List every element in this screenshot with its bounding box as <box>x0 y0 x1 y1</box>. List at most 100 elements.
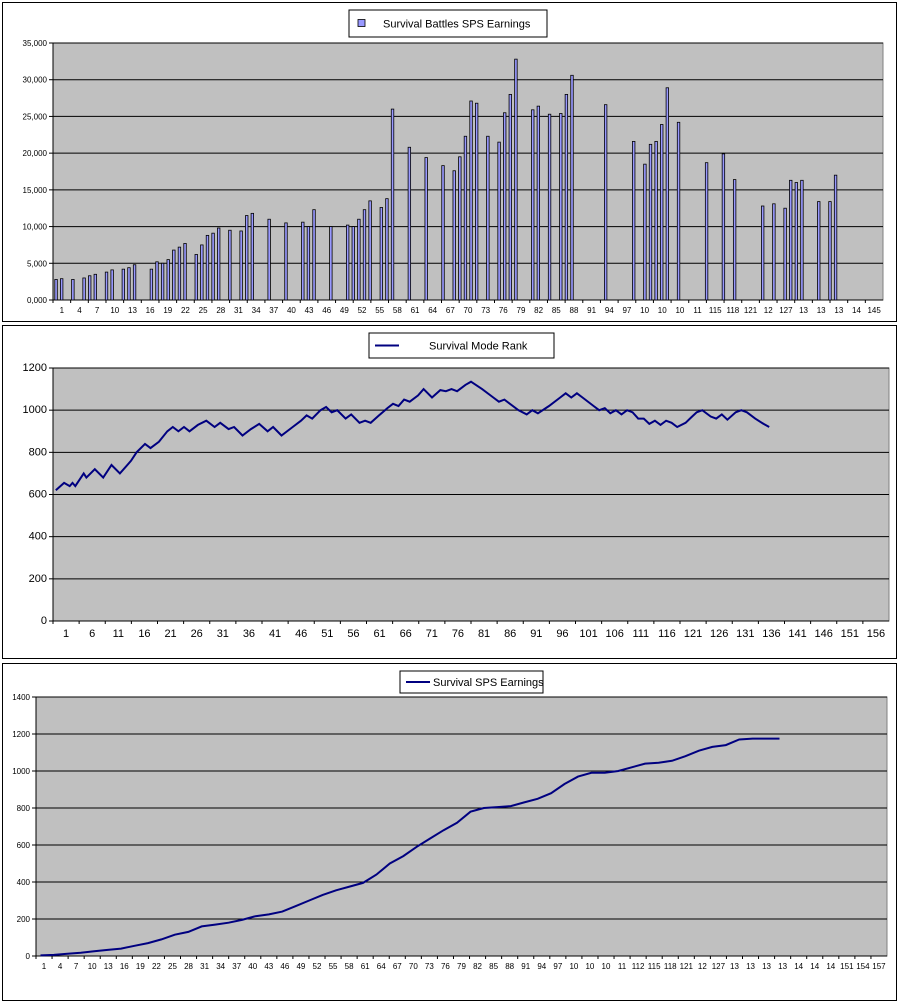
bar <box>357 218 361 301</box>
x-tick-label: 76 <box>499 306 508 315</box>
x-tick-label: 94 <box>537 962 546 971</box>
x-tick-label: 13 <box>799 306 808 315</box>
x-tick-label: 79 <box>517 306 526 315</box>
x-tick-label: 115 <box>709 306 722 315</box>
x-tick-label: 96 <box>556 628 568 640</box>
x-tick-label: 26 <box>191 628 203 640</box>
bar <box>531 109 535 301</box>
x-tick-label: 40 <box>287 306 296 315</box>
x-tick-label: 34 <box>252 306 261 315</box>
bar <box>245 215 249 301</box>
x-tick-label: 121 <box>684 628 702 640</box>
x-tick-label: 10 <box>602 962 611 971</box>
bar <box>54 279 58 301</box>
x-tick-label: 6 <box>89 628 95 640</box>
x-tick-label: 13 <box>128 306 137 315</box>
x-tick-label: 25 <box>199 306 208 315</box>
bar <box>149 268 154 301</box>
x-tick-label: 52 <box>313 962 322 971</box>
x-tick-label: 43 <box>305 306 314 315</box>
y-tick-label: 0,000 <box>27 296 48 305</box>
bar <box>110 269 114 301</box>
bar <box>60 278 64 301</box>
bar <box>93 273 97 301</box>
x-tick-label: 145 <box>867 306 881 315</box>
x-tick-label: 79 <box>457 962 466 971</box>
x-tick-label: 1 <box>60 306 65 315</box>
y-tick-label: 600 <box>17 841 31 850</box>
bar <box>463 135 468 301</box>
chart-panel-sps-earnings: 0 200 400 600 800 1000 1200 1400 1 4 7 10 13 16 19 22 25… <box>2 663 897 1001</box>
bar <box>794 182 798 301</box>
x-tick-label: 49 <box>296 962 305 971</box>
x-tick-label: 55 <box>375 306 384 315</box>
x-tick-label: 141 <box>788 628 806 640</box>
bar <box>783 207 787 301</box>
chart-panel-sps-battles: 0,000 5,000 10,000 15,000 20,000 25,000 30,000… <box>2 2 897 322</box>
x-tick-label: 111 <box>632 628 649 640</box>
legend-label: Survival Battles SPS Earnings <box>383 19 531 31</box>
x-tick-label: 61 <box>361 962 370 971</box>
x-tick-label: 10 <box>640 306 649 315</box>
bar <box>211 232 215 301</box>
series-line <box>40 737 780 957</box>
bar <box>329 226 333 301</box>
bar <box>351 226 355 301</box>
plot-area <box>35 696 888 957</box>
x-tick-label: 136 <box>762 628 780 640</box>
x-tick-label: 51 <box>321 628 333 640</box>
bar <box>833 174 838 301</box>
x-tick-label: 16 <box>146 306 155 315</box>
y-tick-label: 400 <box>29 531 47 543</box>
y-tick-label: 5,000 <box>27 259 48 268</box>
x-tick-label: 151 <box>840 962 854 971</box>
x-tick-label: 81 <box>478 628 490 640</box>
bar <box>368 200 372 301</box>
bar <box>508 94 512 301</box>
x-tick-label: 16 <box>120 962 129 971</box>
x-tick-label: 64 <box>428 306 437 315</box>
legend-box <box>368 332 555 359</box>
x-tick-label: 22 <box>181 306 190 315</box>
x-tick-label: 19 <box>136 962 145 971</box>
bar <box>362 209 367 301</box>
bar <box>250 212 254 301</box>
x-tick-label: 101 <box>579 628 597 640</box>
x-tick-label: 14 <box>852 306 861 315</box>
bar <box>172 249 176 301</box>
x-tick-label: 112 <box>632 962 645 971</box>
x-tick-label: 76 <box>452 628 464 640</box>
x-tick-label: 156 <box>867 628 885 640</box>
bar <box>306 226 311 301</box>
bar <box>475 102 479 301</box>
x-tick-label: 85 <box>552 306 561 315</box>
x-tick-label: 13 <box>817 306 826 315</box>
x-tick-label: 31 <box>234 306 243 315</box>
bar <box>71 279 75 301</box>
bar <box>239 230 243 301</box>
y-tick-label: 15,000 <box>23 186 48 195</box>
bar <box>452 170 456 301</box>
x-tick-label: 22 <box>152 962 161 971</box>
bar <box>721 153 726 301</box>
x-tick-label: 106 <box>606 628 624 640</box>
bar <box>132 264 137 301</box>
bar <box>503 112 507 301</box>
y-tick-label: 35,000 <box>23 39 48 48</box>
x-tick-label: 86 <box>504 628 516 640</box>
x-tick-label: 118 <box>664 962 677 971</box>
x-tick-label: 46 <box>295 628 307 640</box>
y-tick-label: 800 <box>17 804 31 813</box>
x-tick-label: 4 <box>77 306 82 315</box>
bar <box>732 179 737 301</box>
y-tick-label: 1400 <box>12 693 30 702</box>
x-tick-label: 25 <box>168 962 177 971</box>
bar <box>559 113 563 301</box>
bar <box>379 207 383 301</box>
bar <box>789 179 793 301</box>
x-tick-label: 88 <box>570 306 579 315</box>
x-tick-label: 13 <box>104 962 113 971</box>
bar <box>654 140 658 301</box>
x-tick-label: 10 <box>658 306 667 315</box>
